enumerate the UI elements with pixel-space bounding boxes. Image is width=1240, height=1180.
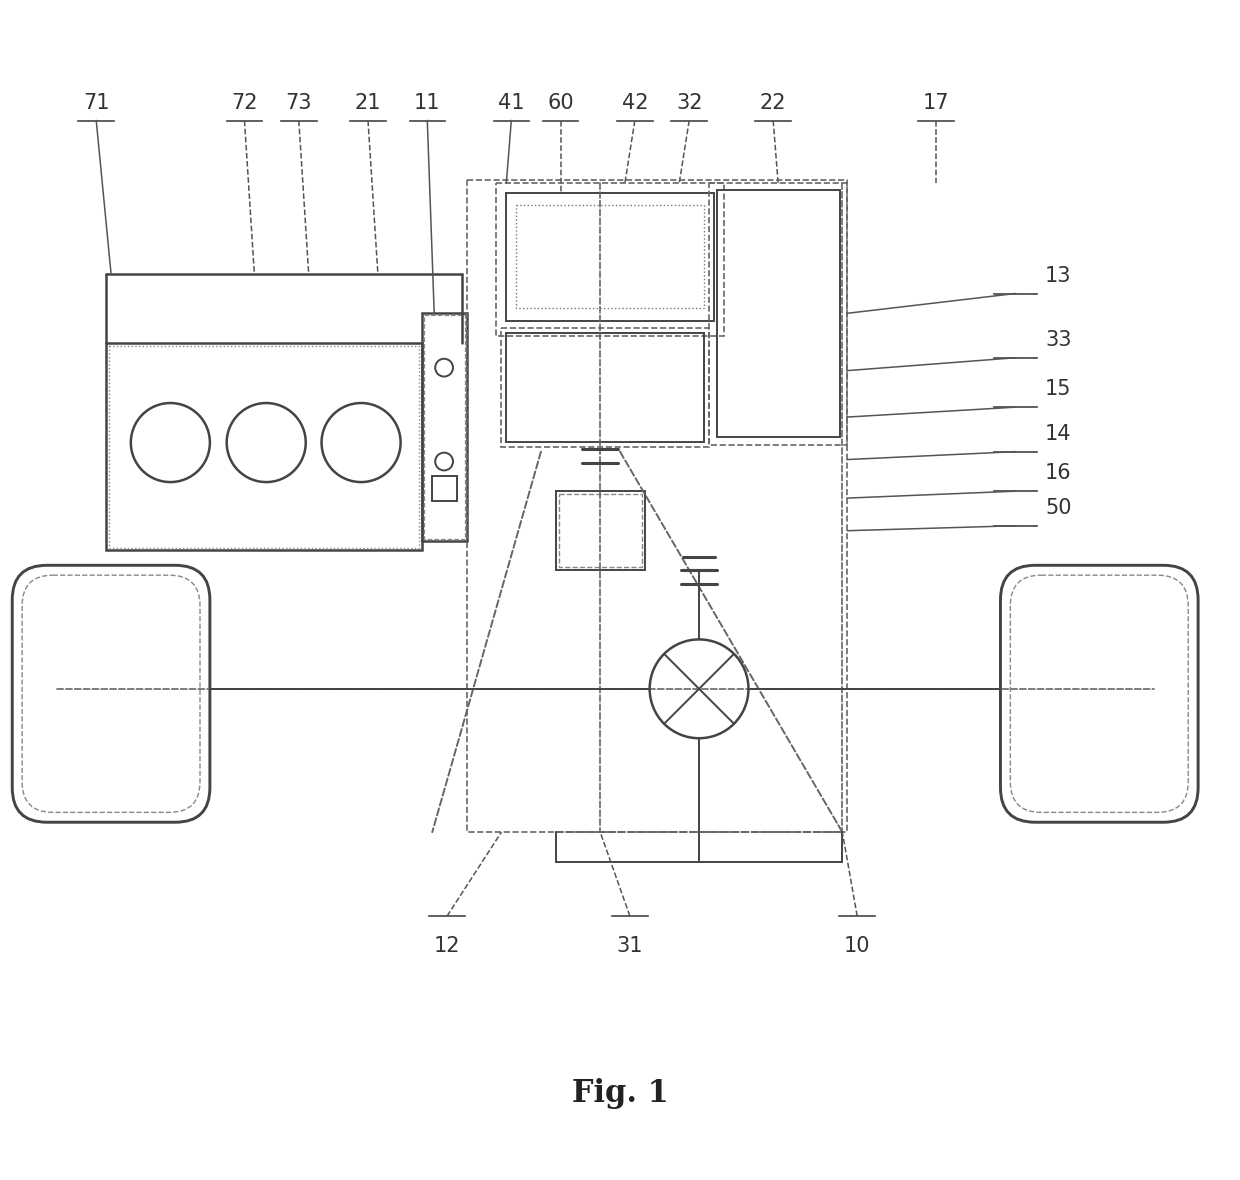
Bar: [109, 346, 419, 548]
Bar: [556, 491, 645, 570]
Bar: [516, 204, 704, 308]
Text: 33: 33: [1045, 330, 1071, 349]
Text: 22: 22: [760, 93, 786, 112]
Text: 42: 42: [621, 93, 649, 112]
Text: 11: 11: [414, 93, 440, 112]
Bar: [709, 183, 847, 445]
Text: 17: 17: [923, 93, 950, 112]
Bar: [466, 179, 847, 832]
Bar: [501, 328, 709, 447]
Bar: [506, 333, 704, 441]
Bar: [559, 494, 642, 568]
Text: 41: 41: [498, 93, 525, 112]
Bar: [433, 477, 458, 502]
Text: Fig. 1: Fig. 1: [572, 1079, 668, 1109]
Text: 60: 60: [547, 93, 574, 112]
Bar: [506, 192, 714, 321]
Text: 32: 32: [676, 93, 702, 112]
Text: 16: 16: [1045, 464, 1071, 484]
Text: 12: 12: [434, 936, 460, 956]
Text: 10: 10: [844, 936, 870, 956]
Text: 72: 72: [231, 93, 258, 112]
Bar: [107, 343, 423, 551]
Text: 73: 73: [285, 93, 312, 112]
Bar: [424, 315, 465, 538]
Bar: [496, 183, 724, 336]
Text: 21: 21: [355, 93, 381, 112]
Text: 50: 50: [1045, 498, 1071, 518]
Text: 13: 13: [1045, 266, 1071, 286]
Text: 15: 15: [1045, 379, 1071, 399]
Text: 71: 71: [83, 93, 109, 112]
Bar: [423, 314, 466, 540]
Bar: [717, 190, 841, 437]
Text: 31: 31: [616, 936, 644, 956]
Text: 14: 14: [1045, 424, 1071, 444]
